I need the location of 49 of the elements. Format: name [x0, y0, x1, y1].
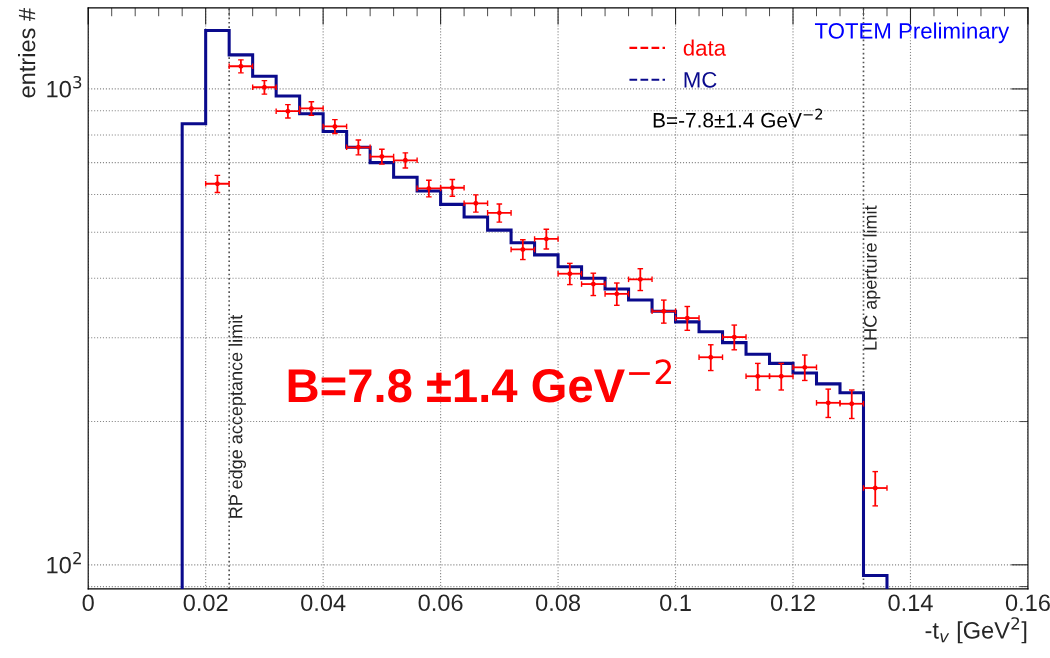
point: [590, 281, 596, 287]
x-tick-label: 0.06: [418, 594, 463, 612]
annotation: B=7.8 ±1.4 GeV$^{−2}$: [288, 359, 672, 403]
point: [731, 334, 737, 340]
x-axis-title: -t$_{v}$ [GeV$^{2}$]: [925, 617, 1027, 644]
legend-label: MC: [684, 71, 717, 88]
point: [872, 485, 878, 491]
y-tick-label: 10$^{2}$: [47, 551, 81, 574]
point: [755, 373, 761, 379]
point: [238, 63, 244, 69]
x-tick-label: 0.12: [770, 594, 815, 612]
point: [308, 105, 314, 111]
point: [379, 154, 385, 159]
point: [825, 400, 831, 406]
x-tick-label: 0.04: [301, 594, 346, 612]
point: [214, 181, 220, 187]
legend-label: data: [683, 39, 727, 56]
point: [567, 271, 573, 277]
ref-line-label: RP edge acceptance limit: [229, 314, 246, 518]
point: [543, 236, 549, 242]
point: [449, 185, 455, 191]
point: [496, 210, 502, 216]
point: [661, 308, 667, 314]
ref-line-label: LHC aperture limit: [863, 205, 881, 350]
point: [426, 185, 432, 191]
point: [473, 200, 479, 206]
x-tick-label: 0.1: [660, 594, 691, 612]
x-tick-label: 0.14: [888, 594, 933, 612]
point: [614, 291, 620, 297]
point: [637, 276, 643, 282]
point: [355, 144, 361, 150]
x-tick-label: 0.08: [536, 594, 581, 612]
x-tick-label: 0.02: [183, 594, 228, 612]
point: [520, 246, 526, 252]
x-tick-label: 0: [82, 594, 94, 612]
point: [684, 315, 690, 321]
y-tick-label: 10$^{3}$: [47, 75, 82, 98]
point: [708, 354, 714, 360]
y-axis-title: entries #: [18, 8, 36, 98]
annotation: TOTEM Preliminary: [814, 22, 1010, 44]
point: [778, 373, 784, 379]
point: [849, 401, 855, 407]
x-tick-label: 0.16: [1005, 594, 1050, 612]
point: [402, 157, 408, 163]
point: [332, 124, 338, 129]
point: [261, 84, 267, 90]
point: [802, 364, 808, 370]
point: [285, 108, 291, 114]
annotation: B=-7.8±1.4 GeV$^{−2}$: [653, 108, 823, 128]
